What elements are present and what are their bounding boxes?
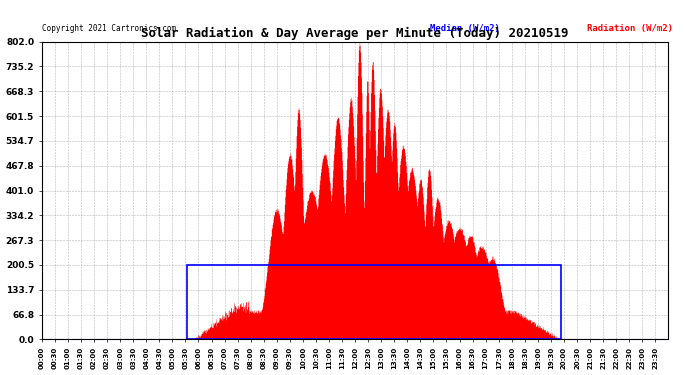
Title: Solar Radiation & Day Average per Minute (Today) 20210519: Solar Radiation & Day Average per Minute… bbox=[141, 27, 569, 40]
Text: Median (W/m2): Median (W/m2) bbox=[430, 24, 500, 33]
Text: Copyright 2021 Cartronics.com: Copyright 2021 Cartronics.com bbox=[42, 24, 176, 33]
Bar bbox=[187, 265, 561, 339]
Text: Radiation (W/m2): Radiation (W/m2) bbox=[586, 24, 673, 33]
